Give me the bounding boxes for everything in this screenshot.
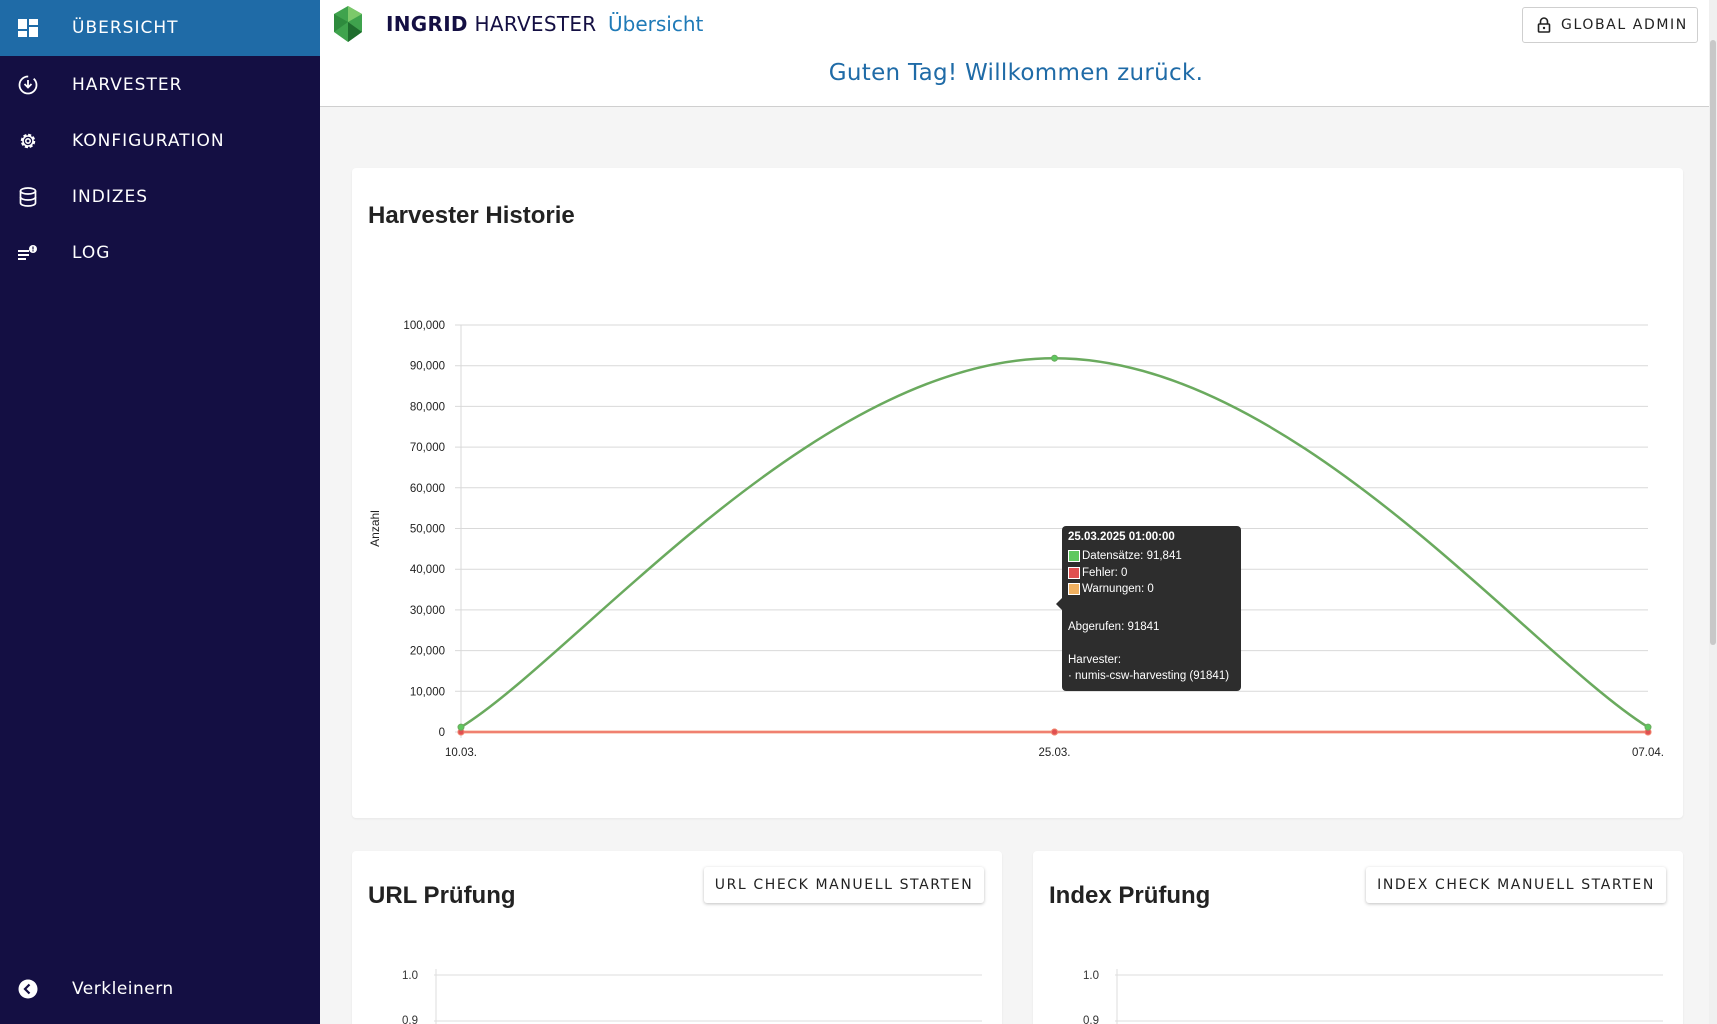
sidebar: ÜBERSICHT HARVESTER KONFIGURATION INDIZE…: [0, 0, 320, 1024]
legend-swatch: [1068, 583, 1080, 595]
url-check-card: URL Prüfung URL CHECK MANUELL STARTEN 1.…: [352, 851, 1002, 1024]
data-point-datensaetze: [1644, 723, 1652, 731]
index-check-card: Index Prüfung INDEX CHECK MANUELL STARTE…: [1033, 851, 1683, 1024]
y-tick-label: 40,000: [410, 564, 445, 576]
page-scrollbar[interactable]: [1709, 0, 1717, 1024]
y-tick-label: 0.9: [402, 1015, 418, 1024]
sidebar-item-label: INDIZES: [72, 187, 149, 207]
y-tick-label: 1.0: [402, 970, 418, 982]
sidebar-item-label: ÜBERSICHT: [72, 18, 179, 38]
breadcrumb[interactable]: Übersicht: [608, 12, 704, 36]
y-tick-label: 30,000: [410, 605, 445, 617]
collapse-label: Verkleinern: [72, 979, 174, 999]
y-tick-label: 10,000: [410, 686, 445, 698]
global-admin-button[interactable]: GLOBAL ADMIN: [1522, 7, 1698, 43]
y-tick-label: 50,000: [410, 524, 445, 536]
card-title: Index Prüfung: [1049, 882, 1211, 909]
scrollbar-thumb[interactable]: [1710, 40, 1716, 645]
y-tick-label: 20,000: [410, 646, 445, 658]
y-tick-label: 80,000: [410, 401, 445, 413]
legend-swatch: [1068, 550, 1080, 562]
data-point-fehler: [1051, 728, 1058, 736]
y-tick-label: 90,000: [410, 361, 445, 373]
welcome-message: Guten Tag! Willkommen zurück.: [828, 60, 1204, 86]
sidebar-item-log[interactable]: LOG: [0, 225, 320, 281]
tooltip-row-label: Fehler: 0: [1082, 567, 1128, 579]
tooltip-title: 25.03.2025 01:00:00: [1068, 531, 1175, 543]
harvester-history-chart: 0 10,000 20,000 30,000 40,000 50,000 60,000 70,…: [368, 320, 1664, 759]
dashboard-icon: [18, 18, 38, 38]
sidebar-item-konfiguration[interactable]: KONFIGURATION: [0, 113, 320, 169]
sidebar-collapse-button[interactable]: Verkleinern: [0, 961, 320, 1017]
tooltip-arrow: [1056, 598, 1062, 610]
ingrid-logo-icon: [332, 6, 364, 42]
sidebar-item-label: KONFIGURATION: [72, 131, 225, 151]
app-title: INGRID HARVESTER: [386, 12, 597, 36]
database-icon: [18, 187, 38, 207]
admin-label: GLOBAL ADMIN: [1561, 17, 1688, 33]
tooltip-row-label: Warnungen: 0: [1082, 583, 1154, 595]
y-tick-label: 0.9: [1083, 1015, 1099, 1024]
y-tick-label: 70,000: [410, 442, 445, 454]
y-tick-label: 1.0: [1083, 970, 1099, 982]
top-bar: INGRID HARVESTER Übersicht GLOBAL ADMIN …: [320, 0, 1712, 107]
chart-tooltip: 25.03.2025 01:00:00 Datensätze: 91,841 F…: [1056, 526, 1241, 691]
gear-icon: [18, 131, 38, 151]
sidebar-item-uebersicht[interactable]: ÜBERSICHT: [0, 0, 320, 56]
url-check-start-button[interactable]: URL CHECK MANUELL STARTEN: [704, 867, 984, 903]
legend-swatch: [1068, 567, 1080, 579]
lock-icon: [1537, 17, 1551, 33]
chevron-left-icon: [18, 979, 38, 999]
y-tick-label: 100,000: [403, 320, 445, 332]
series-line-datensaetze: [460, 356, 1649, 729]
sidebar-item-label: HARVESTER: [72, 75, 183, 95]
tooltip-fetched: Abgerufen: 91841: [1068, 621, 1160, 633]
harvester-history-card: Harvester Historie 0 10,000 20,000 30,000 40…: [352, 168, 1683, 818]
x-tick-label: 10.03.: [445, 747, 477, 759]
url-check-chart: 1.0 0.9: [402, 969, 982, 1024]
sidebar-item-label: LOG: [72, 243, 111, 263]
download-circle-icon: [18, 75, 38, 95]
y-tick-label: 0: [439, 727, 445, 739]
log-list-icon: [18, 243, 38, 263]
index-check-chart: 1.0 0.9: [1083, 969, 1663, 1024]
tooltip-harvester-heading: Harvester:: [1068, 654, 1122, 666]
sidebar-item-harvester[interactable]: HARVESTER: [0, 57, 320, 113]
x-tick-label: 07.04.: [1632, 747, 1664, 759]
data-point-datensaetze: [1051, 354, 1058, 362]
tooltip-row-datensaetze: Datensätze: 91,841: [1068, 550, 1182, 562]
sidebar-item-indizes[interactable]: INDIZES: [0, 169, 320, 225]
tooltip-row-warnungen: Warnungen: 0: [1068, 583, 1154, 595]
y-tick-label: 60,000: [410, 483, 445, 495]
y-axis-label: Anzahl: [368, 510, 382, 547]
tooltip-row-fehler: Fehler: 0: [1068, 567, 1127, 579]
card-title: Harvester Historie: [368, 202, 575, 229]
tooltip-row-label: Datensätze: 91,841: [1082, 550, 1182, 562]
index-check-start-button[interactable]: INDEX CHECK MANUELL STARTEN: [1366, 867, 1666, 903]
card-title: URL Prüfung: [368, 882, 516, 909]
tooltip-harvester-entry: · numis-csw-harvesting (91841): [1068, 670, 1230, 682]
data-point-datensaetze: [457, 723, 465, 731]
x-tick-label: 25.03.: [1039, 747, 1071, 759]
